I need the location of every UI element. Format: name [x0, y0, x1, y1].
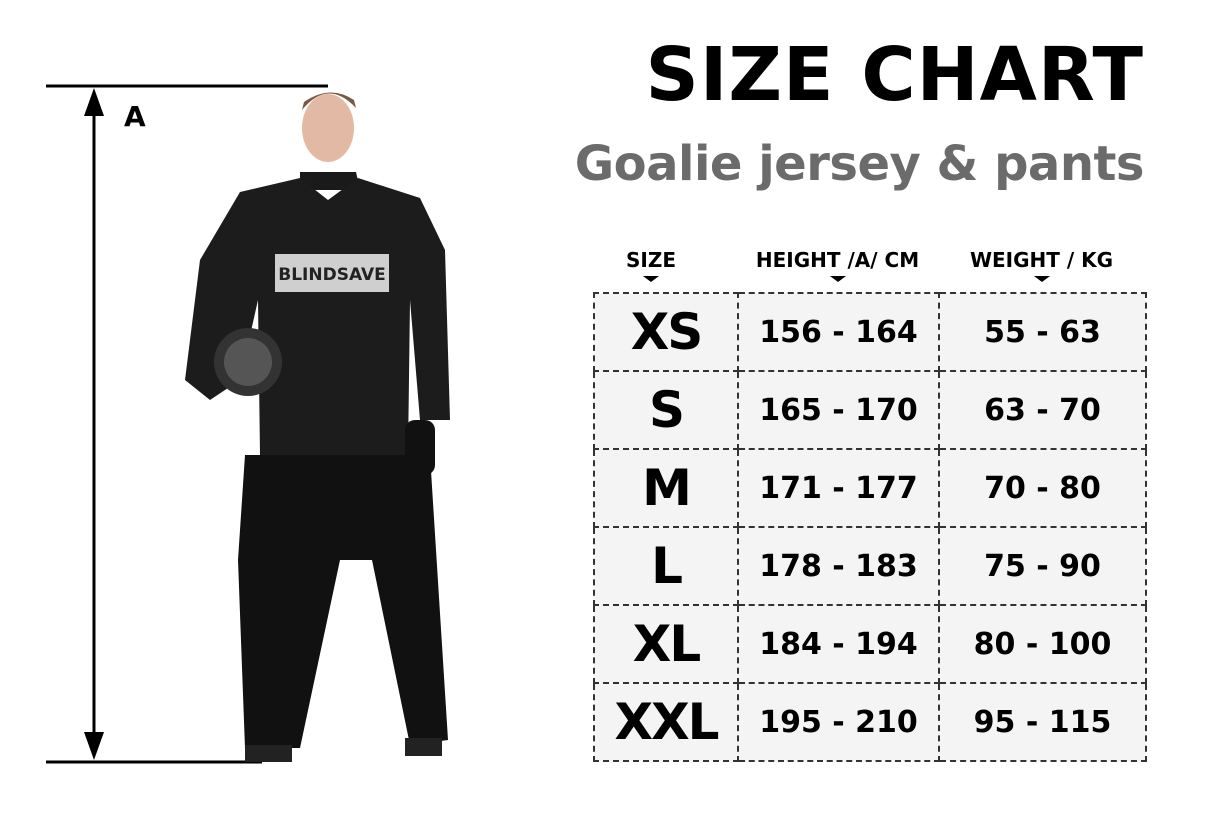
size-cell: XL: [593, 604, 739, 684]
weight-cell: 63 - 70: [938, 370, 1147, 450]
weight-cell: 75 - 90: [938, 526, 1147, 606]
table-row: XL 184 - 194 80 - 100: [593, 604, 1147, 684]
weight-cell: 80 - 100: [938, 604, 1147, 684]
weight-cell: 70 - 80: [938, 448, 1147, 528]
brand-logo: [275, 254, 389, 292]
triangle-down-icon: [1033, 276, 1050, 282]
size-table: XS 156 - 164 55 - 63 S 165 - 170 63 - 70 M 17…: [593, 292, 1147, 762]
arrow-down-icon: [84, 732, 104, 760]
header-size: SIZE: [593, 248, 709, 282]
size-cell: XXL: [593, 682, 739, 762]
table-row: XXL 195 - 210 95 - 115: [593, 682, 1147, 762]
height-cell: 165 - 170: [737, 370, 940, 450]
height-measure-indicator: BLINDSAVE: [46, 84, 450, 764]
height-cell: 195 - 210: [737, 682, 940, 762]
header-label: WEIGHT / KG: [969, 248, 1114, 272]
header-height: HEIGHT /A/ CM: [737, 248, 938, 282]
weight-cell: 55 - 63: [938, 292, 1147, 372]
svg-text:BLINDSAVE: BLINDSAVE: [278, 265, 385, 285]
height-cell: 178 - 183: [737, 526, 940, 606]
height-cell: 184 - 194: [737, 604, 940, 684]
measure-label-a: A: [124, 100, 146, 133]
table-row: S 165 - 170 63 - 70: [593, 370, 1147, 450]
page-subtitle: Goalie jersey & pants: [574, 136, 1145, 192]
height-cell: 156 - 164: [737, 292, 940, 372]
page-title: SIZE CHART: [645, 32, 1144, 118]
triangle-down-icon: [643, 276, 659, 282]
size-cell: M: [593, 448, 739, 528]
triangle-down-icon: [829, 276, 846, 282]
header-label: SIZE: [625, 248, 676, 272]
header-weight: WEIGHT / KG: [938, 248, 1145, 282]
header-label: HEIGHT /A/ CM: [755, 248, 920, 272]
height-cell: 171 - 177: [737, 448, 940, 528]
arrow-up-icon: [84, 88, 104, 116]
table-row: XS 156 - 164 55 - 63: [593, 292, 1147, 372]
pants: [238, 455, 448, 748]
size-cell: L: [593, 526, 739, 606]
weight-cell: 95 - 115: [938, 682, 1147, 762]
goalie-model-photo: BLINDSAVE: [185, 92, 450, 762]
table-row: M 171 - 177 70 - 80: [593, 448, 1147, 528]
table-row: L 178 - 183 75 - 90: [593, 526, 1147, 606]
size-cell: S: [593, 370, 739, 450]
size-cell: XS: [593, 292, 739, 372]
